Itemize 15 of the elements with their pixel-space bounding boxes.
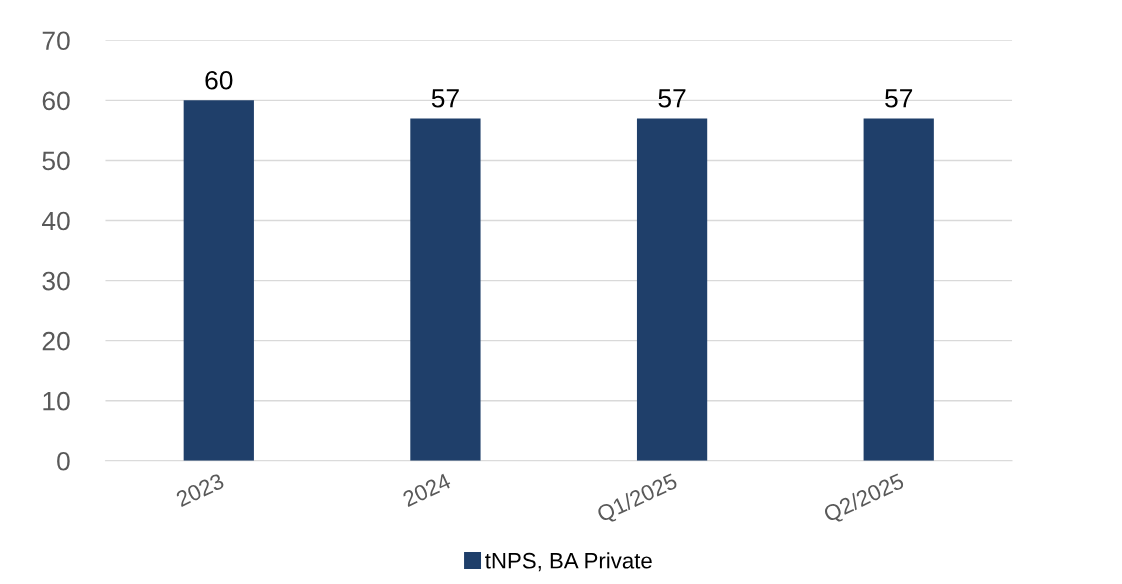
legend-label: tNPS, BA Private: [485, 552, 652, 572]
y-tick-label: 50: [42, 151, 70, 171]
data-label: 60: [205, 70, 233, 90]
data-label: 57: [431, 89, 459, 108]
y-tick-label: 0: [57, 451, 70, 471]
y-tick-label: 60: [42, 91, 70, 111]
y-tick-label: 10: [43, 391, 70, 411]
data-label: 57: [658, 89, 686, 108]
y-tick-label: 20: [42, 331, 70, 351]
y-tick-label: 40: [42, 211, 70, 231]
data-label: 57: [885, 89, 913, 108]
x-tick-label: 2023: [175, 472, 225, 508]
y-tick-label: 70: [42, 31, 70, 51]
x-tick-label: 2024: [401, 472, 452, 508]
y-tick-label: 30: [42, 271, 70, 291]
